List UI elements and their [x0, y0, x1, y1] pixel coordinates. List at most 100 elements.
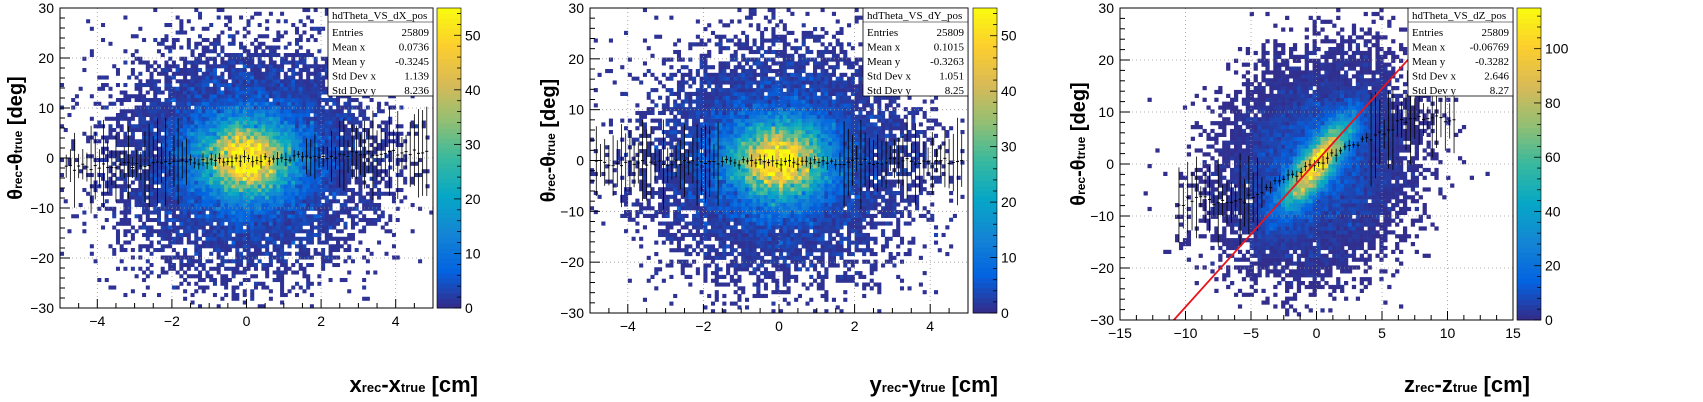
histogram-cell — [309, 19, 314, 24]
histogram-cell — [820, 286, 825, 291]
histogram-cell — [216, 101, 221, 106]
histogram-cell — [209, 23, 214, 28]
histogram-cell — [786, 271, 791, 276]
histogram-cell — [820, 217, 825, 222]
histogram-cell — [839, 255, 844, 260]
histogram-cell — [71, 143, 76, 148]
histogram-cell — [171, 218, 176, 223]
histogram-cell — [343, 173, 348, 178]
histogram-cell — [216, 218, 221, 223]
histogram-cell — [235, 98, 240, 103]
histogram-cell — [142, 128, 147, 133]
histogram-cell — [168, 255, 173, 260]
histogram-cell — [216, 105, 221, 110]
histogram-cell — [425, 169, 430, 174]
histogram-cell — [216, 109, 221, 114]
histogram-cell — [201, 240, 206, 245]
histogram-cell — [138, 143, 143, 148]
histogram-cell — [291, 240, 296, 245]
histogram-cell — [239, 195, 244, 200]
histogram-cell — [60, 251, 65, 256]
color-bar-segment — [437, 143, 461, 149]
histogram-cell — [220, 146, 225, 151]
histogram-cell — [280, 79, 285, 84]
histogram-cell — [313, 251, 318, 256]
histogram-cell — [201, 161, 206, 166]
histogram-cell — [399, 173, 404, 178]
histogram-cell — [220, 150, 225, 155]
histogram-cell — [138, 188, 143, 193]
histogram-cell — [186, 60, 191, 65]
histogram-cell — [729, 244, 734, 249]
histogram-cell — [183, 113, 188, 118]
histogram-cell — [835, 244, 840, 249]
histogram-cell — [190, 79, 195, 84]
histogram-cell — [186, 45, 191, 50]
histogram-cell — [253, 195, 258, 200]
histogram-cell — [142, 188, 147, 193]
histogram-cell — [291, 109, 296, 114]
histogram-cell — [153, 154, 158, 159]
color-bar-label: 30 — [465, 136, 481, 152]
histogram-cell — [123, 94, 128, 99]
histogram-cell — [733, 229, 738, 234]
histogram-cell — [283, 30, 288, 35]
color-bar-segment — [437, 28, 461, 34]
histogram-cell — [816, 217, 821, 222]
histogram-cell — [239, 173, 244, 178]
histogram-cell — [343, 165, 348, 170]
histogram-cell — [813, 267, 818, 272]
histogram-cell — [130, 139, 135, 144]
histogram-cell — [231, 98, 236, 103]
histogram-cell — [220, 191, 225, 196]
histogram-cell — [850, 225, 855, 230]
histogram-cell — [797, 221, 802, 226]
histogram-cell — [265, 124, 270, 129]
histogram-cell — [306, 240, 311, 245]
histogram-cell — [309, 105, 314, 110]
histogram-cell — [771, 217, 776, 222]
histogram-cell — [183, 56, 188, 61]
histogram-cell — [317, 240, 322, 245]
histogram-cell — [831, 229, 836, 234]
histogram-cell — [365, 199, 370, 204]
color-bar-segment — [437, 58, 461, 64]
histogram-cell — [733, 225, 738, 230]
histogram-cell — [253, 233, 258, 238]
histogram-cell — [922, 271, 927, 276]
histogram-cell — [220, 244, 225, 249]
histogram-cell — [862, 252, 867, 257]
histogram-cell — [142, 158, 147, 163]
histogram-cell — [235, 173, 240, 178]
histogram-cell — [313, 180, 318, 185]
histogram-cell — [332, 116, 337, 121]
histogram-cell — [250, 143, 255, 148]
histogram-cell — [737, 278, 742, 283]
stats-title: hdTheta_VS_dX_pos — [332, 10, 427, 22]
histogram-cell — [771, 232, 776, 238]
histogram-cell — [190, 240, 195, 245]
histogram-cell — [257, 128, 262, 133]
histogram-cell — [216, 75, 221, 80]
histogram-cell — [227, 120, 232, 125]
histogram-cell — [250, 206, 255, 211]
histogram-cell — [302, 146, 307, 151]
histogram-cell — [216, 270, 221, 275]
histogram-cell — [302, 188, 307, 193]
histogram-cell — [377, 169, 382, 174]
histogram-cell — [748, 221, 753, 226]
histogram-cell — [239, 259, 244, 264]
histogram-cell — [119, 218, 124, 223]
histogram-cell — [198, 221, 203, 226]
histogram-cell — [726, 263, 731, 268]
histogram-cell — [365, 191, 370, 196]
histogram-cell — [250, 229, 255, 234]
histogram-cell — [142, 293, 147, 298]
histogram-cell — [142, 94, 147, 99]
histogram-cell — [179, 161, 184, 166]
color-bar-segment — [437, 148, 461, 154]
histogram-cell — [332, 165, 337, 170]
histogram-cell — [220, 105, 225, 110]
histogram-cell — [268, 83, 273, 88]
histogram-cell — [399, 188, 404, 193]
